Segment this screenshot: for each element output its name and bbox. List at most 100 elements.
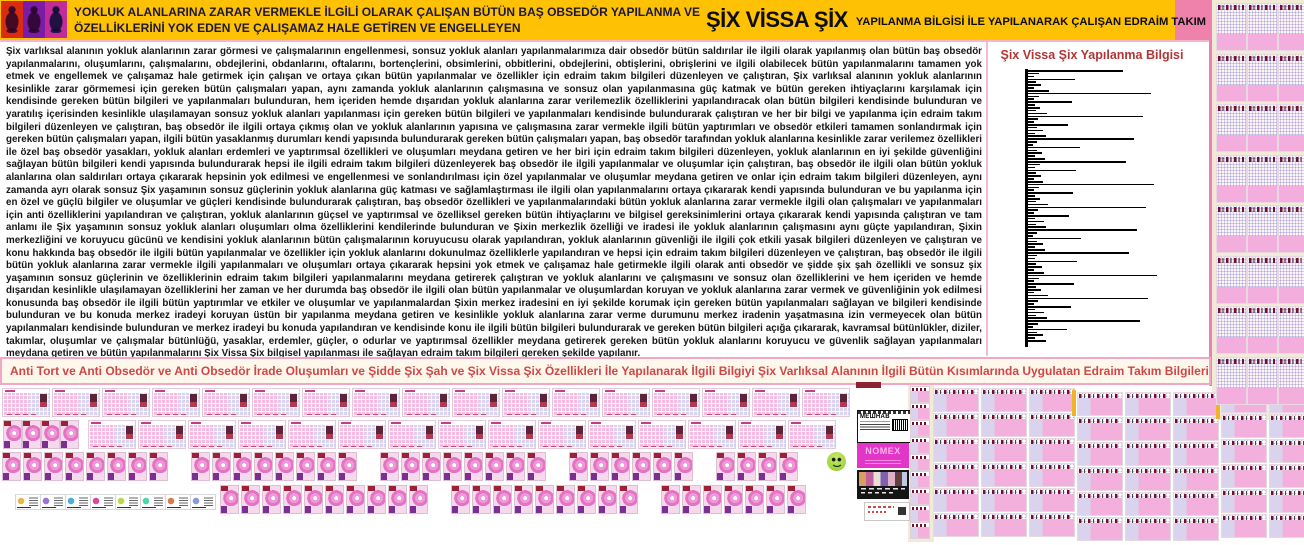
figure-bar bbox=[1028, 331, 1037, 334]
figure-bar bbox=[1028, 155, 1035, 157]
page-thumbnail bbox=[1247, 53, 1278, 102]
mini-thumbnail bbox=[910, 488, 930, 505]
figure-bar bbox=[1028, 297, 1148, 300]
yellow-accent-bar bbox=[1216, 393, 1220, 419]
figure-bar bbox=[1028, 189, 1034, 192]
figure-bar bbox=[1028, 109, 1036, 112]
figure-bar bbox=[1028, 121, 1034, 123]
figure-bar bbox=[1028, 303, 1034, 305]
meshnav-title: МЕШНАВ bbox=[860, 414, 890, 420]
product-thumbnail bbox=[22, 420, 41, 449]
product-thumbnail bbox=[275, 452, 294, 481]
product-thumbnail bbox=[149, 452, 168, 481]
nomex-text-lines bbox=[864, 458, 902, 464]
sheet-thumbnail bbox=[1269, 464, 1304, 488]
figure-bars bbox=[1028, 70, 1198, 343]
nomex-card: NOMEX bbox=[857, 443, 909, 468]
product-thumbnail bbox=[283, 485, 302, 514]
figure-bar bbox=[1028, 212, 1034, 214]
figure-bar bbox=[1028, 323, 1038, 325]
product-thumbnail bbox=[296, 452, 315, 481]
figure-bar bbox=[1028, 288, 1041, 291]
product-thumbnail bbox=[325, 485, 344, 514]
brochure-thumbnail bbox=[688, 420, 736, 449]
page-thumbnail bbox=[1247, 3, 1278, 51]
sheet-thumbnail bbox=[1029, 438, 1075, 462]
product-thumbnail bbox=[619, 485, 638, 514]
product-thumbnail bbox=[212, 452, 231, 481]
brochure-thumbnail bbox=[88, 420, 136, 449]
product-thumbnail bbox=[493, 485, 512, 514]
sheet-thumbnail bbox=[1077, 442, 1123, 466]
figure-bar bbox=[1028, 152, 1042, 155]
figure-bar bbox=[1028, 84, 1041, 86]
product-thumbnail bbox=[380, 452, 399, 481]
figure-bar bbox=[1028, 112, 1047, 115]
page-thumbnail bbox=[1278, 104, 1304, 152]
meshnav-card: МЕШНАВ bbox=[857, 410, 911, 443]
page-thumbnail bbox=[1278, 306, 1304, 354]
product-thumbnail bbox=[107, 452, 126, 481]
product-thumbnail bbox=[3, 420, 22, 449]
brochure-thumbnail bbox=[238, 420, 286, 449]
six-vissa-six-title: ŞİX VİSSA ŞİX bbox=[706, 7, 848, 32]
page-thumbnail bbox=[1216, 104, 1247, 152]
product-thumbnail bbox=[716, 452, 735, 481]
sheet-thumbnail bbox=[933, 438, 979, 462]
brochure-thumbnail bbox=[652, 388, 700, 417]
sheet-thumbnail bbox=[1173, 517, 1219, 541]
figure-bar bbox=[1028, 169, 1076, 172]
figure-bar bbox=[1028, 234, 1033, 237]
sheet-thumbnail bbox=[1125, 467, 1171, 491]
figure-bar bbox=[1028, 243, 1043, 246]
figure-bar bbox=[1028, 98, 1034, 101]
page-thumbnail bbox=[1247, 255, 1278, 304]
page-thumbnail bbox=[1216, 53, 1247, 102]
page-thumbnail bbox=[1247, 154, 1278, 203]
figure-bar bbox=[1028, 92, 1151, 95]
yellow-accent-bar bbox=[1072, 390, 1076, 416]
icon-strip-thumbnail bbox=[140, 494, 166, 510]
brochure-thumbnail bbox=[452, 388, 500, 417]
brochure-thumbnail bbox=[2, 388, 50, 417]
figure-bar bbox=[1028, 197, 1040, 200]
figure-bar bbox=[1028, 334, 1043, 337]
small-red-text-card bbox=[864, 502, 910, 521]
figure-bar bbox=[1028, 325, 1033, 328]
mini-thumbnail bbox=[910, 471, 930, 488]
mini-thumbnail bbox=[910, 454, 930, 471]
product-thumbnail bbox=[401, 452, 420, 481]
product-thumbnail bbox=[464, 452, 483, 481]
sheet-thumbnail bbox=[1221, 439, 1267, 463]
product-thumbnail bbox=[514, 485, 533, 514]
header-right-subtitle: YAPILANMA BİLGİSİ İLE YAPILANARAK ÇALIŞA… bbox=[855, 15, 1265, 28]
product-thumbnail bbox=[485, 452, 504, 481]
body-paragraph: Şix varlıksal alanının yokluk alanlarını… bbox=[6, 46, 982, 357]
page-thumbnail bbox=[1216, 154, 1247, 203]
sheet-thumbnail bbox=[1125, 442, 1171, 466]
page-thumbnail bbox=[1278, 255, 1304, 304]
sheet-thumbnail bbox=[981, 463, 1027, 487]
icon-strip-thumbnail bbox=[115, 494, 141, 510]
meshnav-header-strip bbox=[858, 411, 910, 414]
brochure-thumbnail bbox=[752, 388, 800, 417]
icon-strip-thumbnail bbox=[90, 494, 116, 510]
figure-bar bbox=[1028, 115, 1143, 118]
barcode-icon bbox=[892, 419, 908, 431]
brochure-thumbnail bbox=[188, 420, 236, 449]
figure-bar bbox=[1028, 320, 1140, 322]
figure-panel-purple bbox=[23, 1, 45, 38]
figure-axis bbox=[1025, 69, 1028, 347]
figure-bar bbox=[1028, 252, 1129, 254]
sheet-thumbnail bbox=[1173, 492, 1219, 516]
brochure-thumbnail bbox=[402, 388, 450, 417]
sheet-thumbnail bbox=[1029, 463, 1075, 487]
product-thumbnail bbox=[611, 452, 630, 481]
product-thumbnail bbox=[653, 452, 672, 481]
sheet-thumbnail bbox=[1221, 414, 1267, 438]
figure-panel-red bbox=[1, 1, 23, 38]
sheet-thumbnail bbox=[1029, 513, 1075, 537]
sheet-thumbnail bbox=[933, 463, 979, 487]
figure-bar bbox=[1028, 337, 1035, 339]
product-thumbnail bbox=[632, 452, 651, 481]
